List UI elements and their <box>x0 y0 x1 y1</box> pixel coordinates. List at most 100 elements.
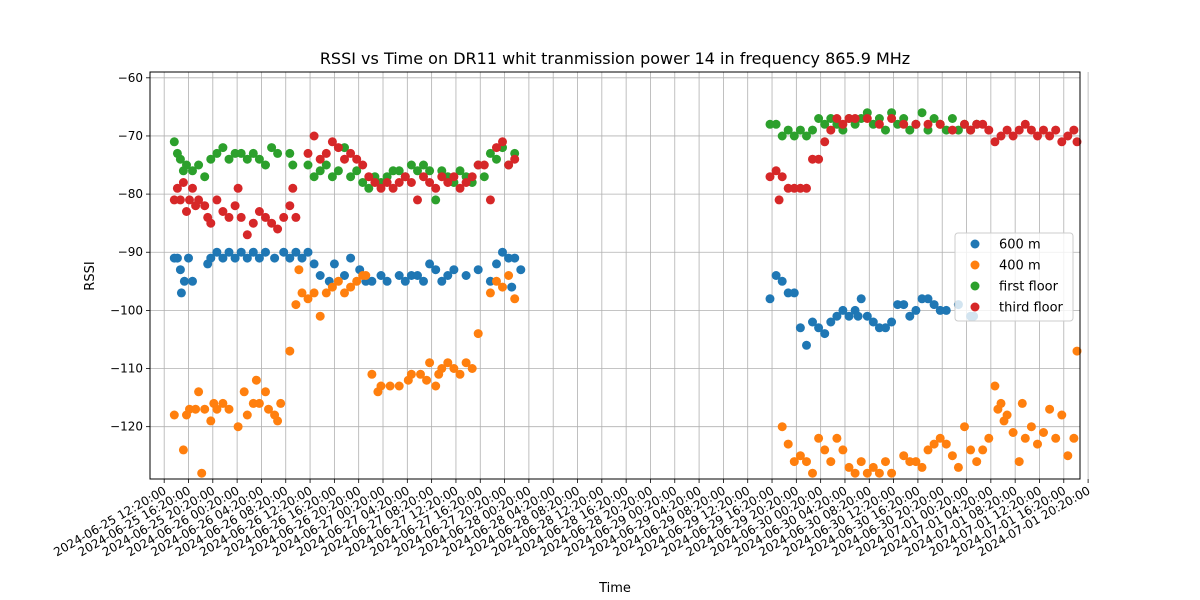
data-point <box>188 183 197 193</box>
data-point <box>1063 131 1073 141</box>
data-point <box>820 119 830 129</box>
data-point <box>850 114 860 123</box>
y-tick-label: −70 <box>118 129 143 143</box>
data-point <box>771 271 781 280</box>
series-first-floor <box>169 108 982 205</box>
legend-label-400m: 400 m <box>999 259 1041 274</box>
data-point <box>923 294 933 304</box>
data-point <box>1057 137 1067 147</box>
data-point <box>838 305 848 315</box>
data-point <box>194 195 204 205</box>
data-point <box>242 410 252 420</box>
data-point <box>826 457 836 467</box>
data-point <box>899 300 909 310</box>
data-point <box>929 114 939 123</box>
data-point <box>406 160 416 170</box>
legend-marker-600m <box>970 239 980 249</box>
data-point <box>1026 125 1036 135</box>
data-point <box>795 451 805 461</box>
data-point <box>510 294 520 304</box>
data-point <box>996 398 1006 408</box>
data-point <box>887 468 897 478</box>
legend-label-600m: 600 m <box>999 238 1041 253</box>
data-point <box>254 207 264 216</box>
data-point <box>1045 404 1055 414</box>
data-point <box>346 148 356 158</box>
data-point <box>1020 433 1030 443</box>
data-point <box>388 183 398 193</box>
data-point <box>175 154 185 164</box>
data-point <box>327 282 337 292</box>
data-point <box>862 114 872 123</box>
data-point <box>820 329 830 339</box>
data-point <box>832 311 842 321</box>
data-point <box>218 253 228 263</box>
data-point <box>826 317 836 327</box>
data-point <box>874 468 884 478</box>
data-point <box>218 398 228 408</box>
data-point <box>279 247 289 257</box>
data-point <box>236 148 246 158</box>
data-point <box>510 154 520 164</box>
y-tick-label: −60 <box>118 71 143 85</box>
data-point <box>941 305 951 315</box>
data-point <box>862 311 872 321</box>
data-point <box>419 160 428 170</box>
data-point <box>364 172 374 182</box>
data-point <box>233 422 243 432</box>
data-point <box>361 271 371 280</box>
data-point <box>315 271 325 280</box>
data-point <box>461 358 471 368</box>
data-point <box>175 195 185 205</box>
data-point <box>771 166 781 176</box>
data-point <box>905 311 915 321</box>
data-point <box>385 381 395 391</box>
data-point <box>789 457 799 467</box>
data-point <box>966 125 976 135</box>
data-point <box>978 119 988 129</box>
data-point <box>507 282 517 292</box>
data-point <box>242 253 252 263</box>
data-point <box>814 323 824 333</box>
data-point <box>182 160 191 170</box>
data-point <box>267 218 277 228</box>
data-point <box>242 154 252 164</box>
data-point <box>473 329 483 339</box>
data-point <box>172 253 182 263</box>
data-point <box>182 207 191 216</box>
data-point <box>309 172 319 182</box>
data-point <box>917 462 927 472</box>
data-point <box>929 300 939 310</box>
data-point <box>212 247 222 257</box>
data-point <box>376 271 386 280</box>
plot-frame <box>149 71 1081 480</box>
data-point <box>321 288 331 298</box>
data-point <box>868 462 878 472</box>
data-point <box>394 178 404 187</box>
data-point <box>479 172 489 182</box>
data-point <box>935 119 945 129</box>
data-point <box>492 276 501 286</box>
data-point <box>1033 131 1042 141</box>
data-point <box>856 294 866 304</box>
data-point <box>185 195 194 205</box>
data-point <box>473 265 483 275</box>
data-point <box>947 451 957 461</box>
data-point <box>394 271 404 280</box>
data-point <box>236 212 246 222</box>
data-point <box>802 183 811 193</box>
data-point <box>294 265 304 275</box>
data-point <box>881 125 890 135</box>
data-point <box>367 369 377 379</box>
data-point <box>321 160 331 170</box>
data-point <box>777 131 787 141</box>
y-tick-label: −80 <box>118 187 143 201</box>
data-point <box>461 271 471 280</box>
data-point <box>376 183 386 193</box>
data-point <box>929 439 939 449</box>
data-point <box>1063 451 1073 461</box>
data-point <box>911 305 921 315</box>
data-point <box>984 125 994 135</box>
data-point <box>485 148 495 158</box>
data-point <box>340 154 349 164</box>
